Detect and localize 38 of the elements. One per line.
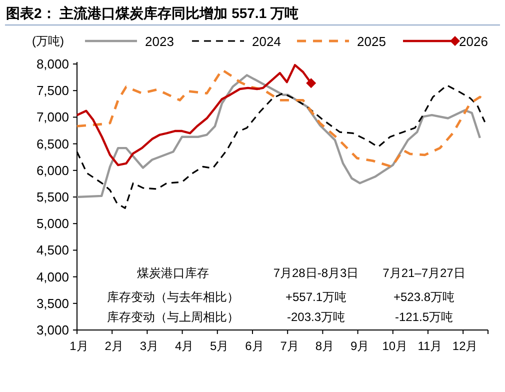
x-tick-label: 11月 bbox=[418, 339, 442, 353]
y-tick-label: 6,500 bbox=[36, 136, 69, 152]
x-tick-label: 8月 bbox=[315, 339, 334, 353]
x-tick-label: 10月 bbox=[382, 339, 408, 353]
annotation: 库存变动（与去年相比） bbox=[107, 290, 239, 304]
x-tick-label: 4月 bbox=[174, 339, 194, 353]
y-tick-label: 3,000 bbox=[36, 322, 69, 338]
y-tick-label: 6,000 bbox=[36, 162, 69, 178]
y-tick-label: 7,500 bbox=[36, 83, 69, 98]
annotation: +557.1万吨 bbox=[285, 290, 347, 304]
x-tick-label: 7月 bbox=[280, 339, 299, 353]
y-tick-label: 3,500 bbox=[36, 296, 69, 311]
x-tick-label: 6月 bbox=[245, 339, 264, 353]
annotation: -121.5万吨 bbox=[394, 310, 454, 324]
annotation: 7月21–7月27日 bbox=[382, 266, 466, 280]
x-tick-label: 12月 bbox=[452, 339, 478, 353]
x-tick-label: 1月 bbox=[70, 339, 88, 353]
y-tick-label: 4,500 bbox=[36, 242, 69, 258]
y-tick-label: 7,000 bbox=[36, 110, 69, 125]
annotation: 7月28日-8月3日 bbox=[273, 266, 359, 280]
y-tick-label: 4,000 bbox=[36, 269, 69, 284]
x-tick-label: 2月 bbox=[104, 339, 124, 353]
legend-label: 2024 bbox=[252, 34, 281, 49]
y-tick-label: 8,000 bbox=[36, 56, 69, 72]
legend-label: 2026 bbox=[459, 34, 488, 49]
legend-label: 2023 bbox=[145, 34, 174, 49]
annotation: 煤炭港口库存 bbox=[137, 266, 209, 280]
title: 图表2： 主流港口煤炭库存同比增加 557.1 万吨 bbox=[6, 5, 298, 21]
annotation: 库存变动（与上周相比） bbox=[107, 310, 239, 324]
annotation: +523.8万吨 bbox=[393, 290, 455, 304]
x-tick-label: 9月 bbox=[350, 339, 370, 353]
x-tick-label: 5月 bbox=[210, 339, 229, 353]
annotation: -203.3万吨 bbox=[286, 310, 346, 324]
x-tick-label: 3月 bbox=[140, 339, 159, 353]
ylabel: (万吨) bbox=[32, 34, 64, 48]
legend-label: 2025 bbox=[357, 34, 386, 49]
y-tick-label: 5,000 bbox=[36, 216, 69, 232]
y-tick-label: 5,500 bbox=[36, 190, 69, 204]
